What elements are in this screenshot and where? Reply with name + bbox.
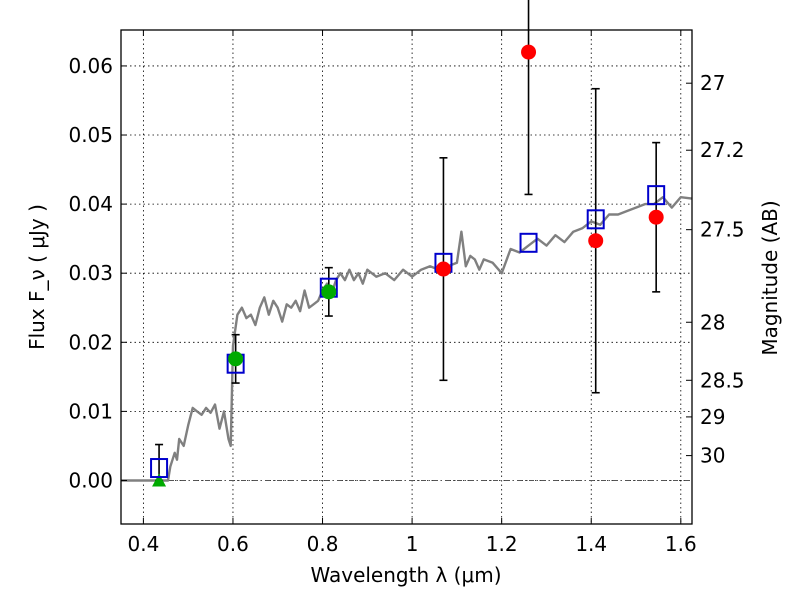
ticks: 0.4 0.6 0.8 1 1.2 1.4 1.6 0.00 0.01 0.02 0.03 0.04 0… — [68, 30, 745, 556]
grid — [121, 30, 692, 524]
data-markers — [150, 0, 666, 487]
ir-point — [588, 233, 604, 249]
right-tick-label: 28.5 — [700, 368, 745, 392]
ir-point — [648, 209, 664, 225]
y-tick-label: 0.00 — [68, 468, 113, 492]
hst-point — [228, 351, 244, 367]
model-point — [519, 232, 538, 253]
hst-upper-limit-marker — [152, 473, 167, 487]
y-tick-label: 0.02 — [68, 330, 113, 354]
y-axis-title: Flux F_ν ( μJy ) — [25, 204, 49, 350]
right-tick-label: 29 — [700, 405, 725, 429]
right-tick-label: 30 — [700, 444, 725, 468]
y-tick-label: 0.05 — [68, 123, 113, 147]
right-tick-label: 27.2 — [700, 138, 745, 162]
plot-frame — [120, 29, 693, 525]
y-tick-label: 0.01 — [68, 399, 113, 423]
ir-point — [521, 44, 537, 60]
x-tick-label: 0.4 — [127, 532, 159, 556]
model-point — [647, 185, 666, 206]
y-tick-label: 0.06 — [68, 54, 113, 78]
right-tick-label: 27.5 — [700, 218, 745, 242]
ir-point — [435, 261, 451, 277]
y-tick-label: 0.04 — [68, 192, 113, 216]
x-tick-label: 0.6 — [217, 532, 249, 556]
model-point — [586, 209, 605, 230]
right-tick-label: 28 — [700, 310, 725, 334]
x-axis-title: Wavelength λ (μm) — [310, 563, 501, 587]
y-axis-right-title: Magnitude (AB) — [758, 200, 782, 355]
y-tick-label: 0.03 — [68, 261, 113, 285]
spectrum-line — [121, 196, 693, 482]
x-tick-label: 0.8 — [307, 532, 339, 556]
model-spectrum — [121, 196, 693, 482]
x-tick-label: 1.4 — [575, 532, 607, 556]
hst-point — [321, 284, 337, 300]
x-tick-label: 1 — [406, 532, 419, 556]
x-tick-label: 1.6 — [665, 532, 697, 556]
x-tick-label: 1.2 — [486, 532, 518, 556]
right-tick-label: 27 — [700, 71, 725, 95]
model-point — [150, 458, 169, 479]
